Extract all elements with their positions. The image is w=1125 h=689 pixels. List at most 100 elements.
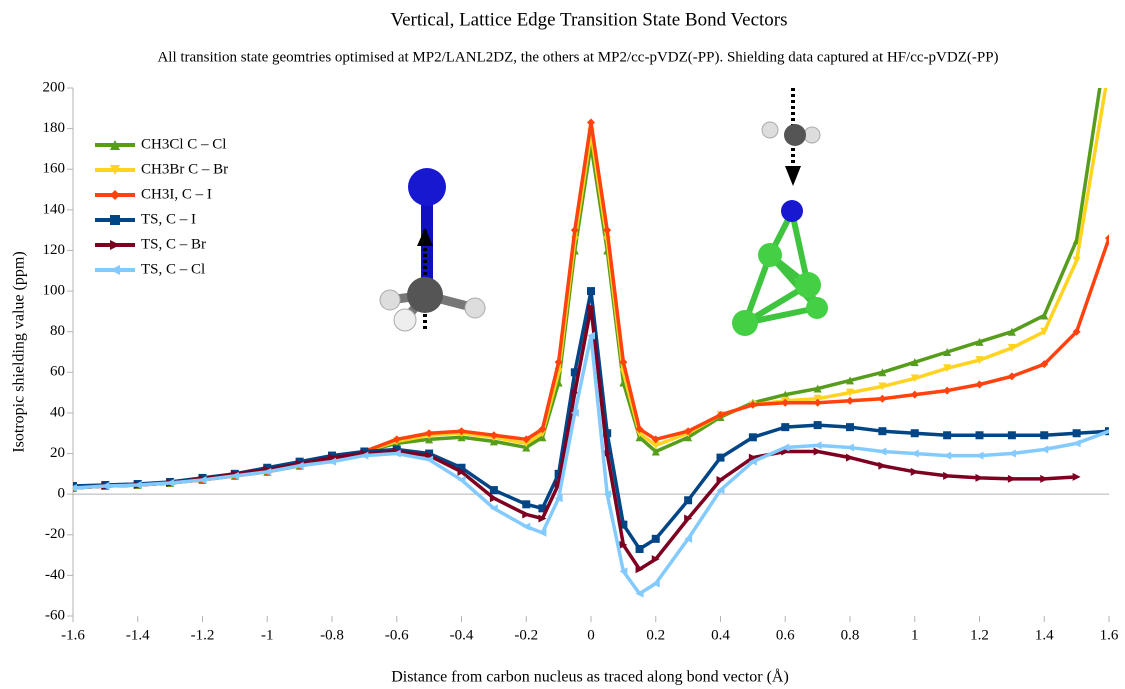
data-point bbox=[522, 510, 531, 519]
data-point bbox=[457, 467, 466, 476]
y-tick-label: 40 bbox=[50, 404, 65, 420]
data-point bbox=[522, 522, 531, 531]
x-tick-label: -1.4 bbox=[126, 627, 150, 643]
data-point bbox=[489, 431, 498, 440]
data-point bbox=[748, 433, 757, 442]
data-point bbox=[813, 447, 822, 456]
data-point bbox=[975, 337, 984, 346]
data-point bbox=[392, 449, 401, 458]
x-tick-label: 1.4 bbox=[1035, 627, 1054, 643]
legend-label: CH3Br C – Br bbox=[141, 161, 228, 177]
data-point bbox=[943, 451, 952, 460]
data-point bbox=[1007, 343, 1016, 352]
data-point bbox=[1007, 372, 1016, 381]
x-tick-label: -0.6 bbox=[385, 627, 409, 643]
x-tick-label: -1.6 bbox=[61, 627, 85, 643]
data-point bbox=[846, 376, 854, 385]
molecule-left bbox=[379, 168, 486, 332]
data-point bbox=[554, 358, 563, 367]
data-point bbox=[651, 447, 660, 456]
data-point bbox=[587, 331, 595, 340]
data-point bbox=[813, 421, 822, 430]
data-point bbox=[1007, 431, 1016, 440]
legend-marker bbox=[110, 240, 120, 250]
data-point bbox=[522, 443, 531, 452]
x-tick-label: 0.4 bbox=[711, 627, 730, 643]
data-point bbox=[489, 486, 498, 495]
data-point bbox=[489, 504, 498, 513]
data-point bbox=[684, 433, 693, 442]
y-tick-label: 100 bbox=[43, 283, 66, 299]
data-point bbox=[263, 467, 272, 476]
y-tick-label: 0 bbox=[58, 486, 66, 502]
data-point bbox=[1040, 445, 1049, 454]
data-point bbox=[748, 453, 757, 462]
data-point bbox=[587, 303, 595, 312]
data-point bbox=[910, 390, 919, 399]
data-point bbox=[198, 475, 207, 484]
data-point bbox=[975, 431, 984, 440]
data-point bbox=[538, 514, 547, 523]
data-point bbox=[716, 410, 725, 419]
legend-marker bbox=[110, 165, 120, 175]
data-point bbox=[943, 348, 952, 356]
data-point bbox=[538, 528, 547, 537]
data-point bbox=[716, 453, 725, 462]
data-point bbox=[425, 455, 434, 464]
x-tick-label: -1.2 bbox=[191, 627, 215, 643]
x-tick-label: -0.2 bbox=[514, 627, 538, 643]
data-point bbox=[522, 500, 531, 509]
chart-title: Vertical, Lattice Edge Transition State … bbox=[391, 9, 788, 30]
data-point bbox=[328, 453, 336, 462]
data-point bbox=[360, 451, 369, 460]
legend-marker bbox=[110, 140, 120, 150]
data-point bbox=[554, 494, 563, 503]
data-point bbox=[538, 433, 547, 442]
data-point bbox=[635, 544, 644, 553]
data-point bbox=[1040, 327, 1049, 336]
y-tick-label: 140 bbox=[43, 201, 66, 217]
data-point bbox=[651, 435, 660, 444]
x-tick-label: 0 bbox=[587, 627, 595, 643]
x-tick-label: 1 bbox=[911, 627, 919, 643]
data-point bbox=[457, 427, 466, 436]
data-point bbox=[603, 226, 612, 235]
data-point bbox=[651, 441, 660, 450]
data-point bbox=[846, 443, 854, 452]
data-point bbox=[943, 471, 952, 480]
data-point bbox=[943, 386, 952, 395]
data-point bbox=[846, 453, 854, 462]
data-point bbox=[1072, 439, 1081, 448]
data-point bbox=[425, 429, 434, 438]
data-point bbox=[781, 423, 790, 432]
data-point bbox=[748, 457, 757, 466]
legend-marker bbox=[110, 265, 120, 275]
y-tick-label: 80 bbox=[50, 323, 65, 339]
data-point bbox=[943, 431, 952, 440]
data-point bbox=[73, 484, 77, 493]
data-point bbox=[587, 287, 595, 296]
y-tick-label: 20 bbox=[50, 445, 65, 461]
x-tick-label: 0.6 bbox=[776, 627, 795, 643]
data-point bbox=[878, 461, 887, 470]
data-point bbox=[392, 435, 401, 444]
data-point bbox=[425, 435, 434, 444]
data-point bbox=[651, 534, 660, 543]
data-point bbox=[522, 435, 531, 444]
data-point bbox=[846, 388, 854, 397]
data-point bbox=[1007, 449, 1016, 458]
legend-marker bbox=[110, 190, 120, 200]
x-tick-label: -0.8 bbox=[320, 627, 344, 643]
data-point bbox=[1072, 429, 1081, 438]
data-point bbox=[975, 473, 984, 482]
y-tick-label: 60 bbox=[50, 364, 65, 380]
legend-label: TS, C – I bbox=[141, 211, 196, 227]
data-point bbox=[910, 467, 919, 476]
x-tick-label: -1 bbox=[261, 627, 274, 643]
data-point bbox=[1040, 311, 1049, 320]
data-point bbox=[522, 439, 531, 448]
x-tick-label: -0.4 bbox=[450, 627, 474, 643]
data-point bbox=[1105, 429, 1109, 434]
y-tick-label: 120 bbox=[43, 242, 66, 258]
data-point bbox=[1040, 431, 1049, 440]
